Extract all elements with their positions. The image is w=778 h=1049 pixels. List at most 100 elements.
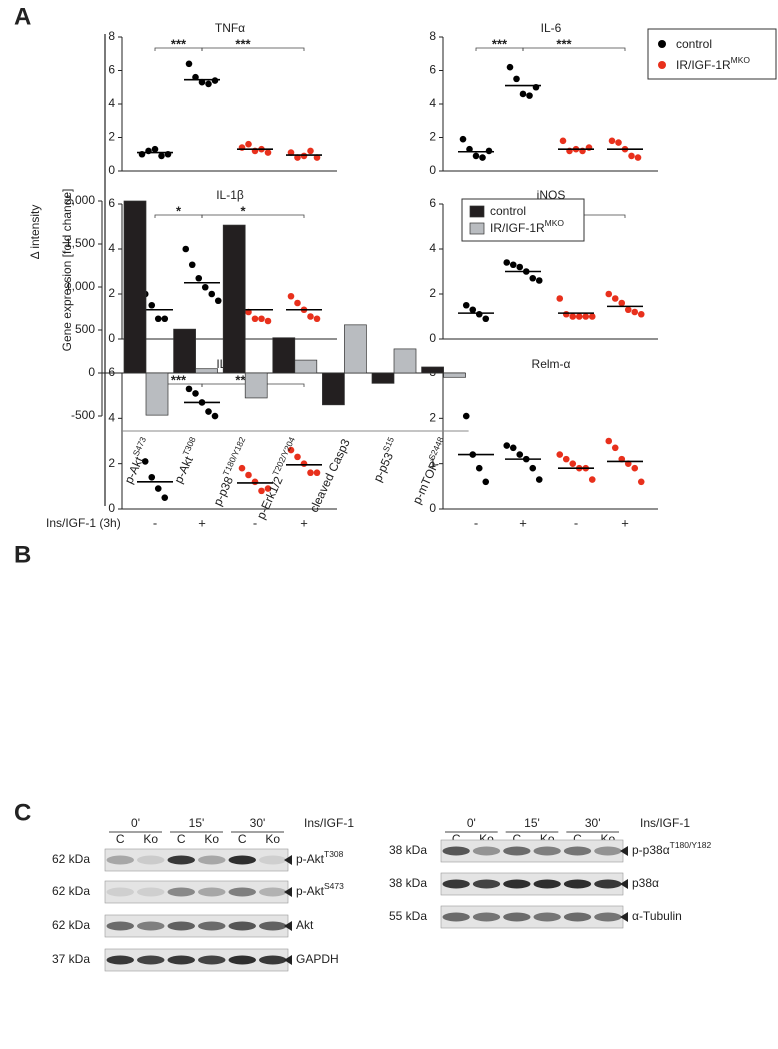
data-dot (198, 78, 206, 86)
blot-band (259, 887, 287, 897)
arrow (620, 879, 628, 889)
protein-label-main: GAPDH (296, 952, 339, 966)
data-dot (307, 147, 314, 155)
x-category-label: + (519, 515, 527, 530)
significance-bracket (201, 47, 305, 51)
y-tick-label: 4 (108, 411, 115, 425)
significance-label: *** (171, 372, 187, 387)
significance-label: *** (235, 36, 251, 51)
blot-band (563, 879, 592, 889)
data-dot (519, 90, 527, 98)
blot-band (472, 846, 501, 856)
data-dot (509, 261, 517, 269)
arrow (284, 955, 292, 965)
blot-band (594, 879, 622, 889)
data-dot (313, 315, 321, 323)
blot-band (259, 955, 287, 965)
bar (443, 372, 466, 378)
arrow (620, 912, 628, 922)
data-dot (575, 313, 583, 320)
data-dot (201, 283, 209, 291)
data-dot (529, 464, 537, 472)
panel-label: B (14, 541, 31, 568)
lane-label: Ko (265, 832, 280, 846)
blot-band (259, 921, 287, 931)
arrow (284, 855, 292, 865)
data-dot (188, 261, 196, 269)
bar (294, 359, 318, 374)
y-tick-label: 6 (429, 196, 436, 210)
data-dot (294, 154, 301, 161)
data-dot (556, 295, 564, 302)
data-dot (615, 139, 622, 146)
bar (173, 328, 196, 374)
arrow (620, 846, 628, 856)
lane-label: C (238, 832, 247, 846)
y-tick-label: -500 (71, 408, 95, 422)
y-axis-label: Gene expression [fold change] (60, 189, 74, 352)
chart-title: TNFα (215, 21, 245, 35)
data-dot (526, 92, 533, 99)
x-axis-label: Ins/IGF-1 (3h) (46, 516, 121, 530)
protein-label-sup: S473 (324, 881, 344, 891)
lane-label: Ko (204, 832, 219, 846)
bar (322, 372, 345, 406)
data-dot (300, 152, 308, 160)
data-dot (287, 292, 295, 300)
blot-band (533, 846, 561, 856)
blot-band (259, 855, 287, 865)
x-category-label: - (574, 515, 578, 530)
blot-band (533, 912, 561, 922)
data-dot (516, 263, 524, 271)
y-tick-label: 2 (429, 286, 436, 300)
significance-label: *** (171, 36, 187, 51)
data-dot (205, 408, 212, 415)
bar (123, 200, 147, 374)
protein-label-main: p-p38α (632, 843, 670, 857)
data-dot (562, 455, 570, 463)
data-dot (459, 135, 467, 143)
y-tick-label: 0 (429, 331, 436, 345)
blot-band (472, 912, 501, 922)
data-dot (264, 149, 272, 156)
data-dot (624, 306, 632, 314)
protein-label-main: p-Akt (296, 852, 325, 866)
lane-label: C (452, 832, 461, 846)
blot-band (137, 887, 165, 897)
data-dot (154, 315, 162, 323)
data-dot (151, 145, 159, 153)
bar (371, 372, 395, 384)
data-dot (258, 487, 265, 495)
data-dot (192, 390, 199, 397)
blot-band (106, 855, 134, 865)
legend-label-main: IR/IGF-1R (490, 221, 545, 235)
kda-label: 55 kDa (389, 909, 427, 923)
data-dot (307, 313, 314, 320)
blot-band (503, 846, 531, 856)
y-tick-label: 0 (88, 365, 95, 379)
legend-label-main: IR/IGF-1R (676, 58, 731, 72)
data-dot (287, 149, 295, 156)
data-dot (294, 299, 301, 307)
data-dot (588, 476, 596, 483)
significance-bracket (522, 47, 626, 51)
legend-marker (658, 40, 666, 48)
data-dot (529, 274, 537, 282)
data-dot (245, 471, 252, 479)
blot-band (106, 955, 134, 965)
data-dot (509, 444, 517, 452)
data-dot (482, 315, 490, 323)
panel-label: C (14, 799, 31, 826)
time-label: 0' (467, 816, 476, 830)
data-dot (182, 245, 190, 253)
bar (272, 337, 296, 374)
blot-band (442, 879, 470, 889)
x-category-label: + (300, 515, 308, 530)
data-dot (605, 437, 613, 445)
data-dot (628, 152, 635, 160)
lane-label: C (177, 832, 186, 846)
protein-label-sup: T308 (324, 849, 344, 859)
blot-band (228, 887, 256, 897)
lane-label: C (512, 832, 521, 846)
protein-label: GAPDH (296, 952, 339, 966)
